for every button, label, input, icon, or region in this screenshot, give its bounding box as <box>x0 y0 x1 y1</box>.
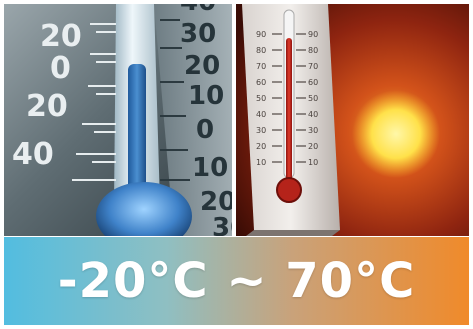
hot-right-tick-label: 20 <box>308 142 318 151</box>
cold-scale-left: 40 20 0 20 40 <box>12 4 96 172</box>
hot-right-tick-label: 60 <box>308 78 318 87</box>
hot-right-tick-label: 10 <box>308 158 318 167</box>
temperature-range-banner: -20°C ~ 70°C <box>4 237 469 325</box>
cold-thermometer-photo: 40 20 0 20 40 40 <box>4 4 232 236</box>
hot-right-tick-label: 80 <box>308 46 318 55</box>
cold-right-tick-label: 10 <box>188 81 224 111</box>
hot-left-tick-label: 70 <box>256 62 266 71</box>
cold-right-tick-label: 40 <box>180 4 216 17</box>
cold-left-tick-label: 0 <box>50 51 71 86</box>
hot-right-tick-label: 70 <box>308 62 318 71</box>
cold-scale-right: 40 30 20 10 0 10 20 30 <box>180 4 232 236</box>
hot-scale-left: 90 80 70 60 50 40 30 20 10 <box>256 30 266 167</box>
cold-left-tick-label: 40 <box>12 137 54 172</box>
hot-scale-right: 90 80 70 60 50 40 30 20 10 <box>308 30 318 167</box>
banner-gradient <box>4 237 469 325</box>
cold-left-tick-label: 20 <box>26 89 68 124</box>
sun-glow <box>352 90 440 178</box>
hot-right-tick-label: 40 <box>308 110 318 119</box>
cold-left-tick-label: 20 <box>40 19 82 54</box>
hot-left-tick-label: 60 <box>256 78 266 87</box>
cold-right-tick-label: 20 <box>200 187 232 217</box>
hot-left-tick-label: 20 <box>256 142 266 151</box>
hot-thermometer-illustration: 90 80 70 60 50 40 30 20 10 90 80 70 60 5… <box>236 4 469 236</box>
hot-right-tick-label: 50 <box>308 94 318 103</box>
hot-right-tick-label: 30 <box>308 126 318 135</box>
hot-left-tick-label: 50 <box>256 94 266 103</box>
hot-right-tick-label: 90 <box>308 30 318 39</box>
hot-left-tick-label: 10 <box>256 158 266 167</box>
hot-thermometer-photo: 90 80 70 60 50 40 30 20 10 90 80 70 60 5… <box>236 4 469 236</box>
cold-right-tick-label: 20 <box>184 51 220 81</box>
cold-right-tick-label: 10 <box>192 153 228 183</box>
cold-right-tick-label: 0 <box>196 115 214 145</box>
cold-right-tick-label: 30 <box>212 213 232 236</box>
cold-thermometer-illustration: 40 20 0 20 40 40 <box>4 4 232 236</box>
cold-right-tick-label: 30 <box>180 19 216 49</box>
hot-left-tick-label: 30 <box>256 126 266 135</box>
hot-left-tick-label: 90 <box>256 30 266 39</box>
temperature-range-text: -20°C ~ 70°C <box>57 253 416 309</box>
hot-left-tick-label: 80 <box>256 46 266 55</box>
hot-left-tick-label: 40 <box>256 110 266 119</box>
cold-left-tick-label: 40 <box>54 4 96 6</box>
